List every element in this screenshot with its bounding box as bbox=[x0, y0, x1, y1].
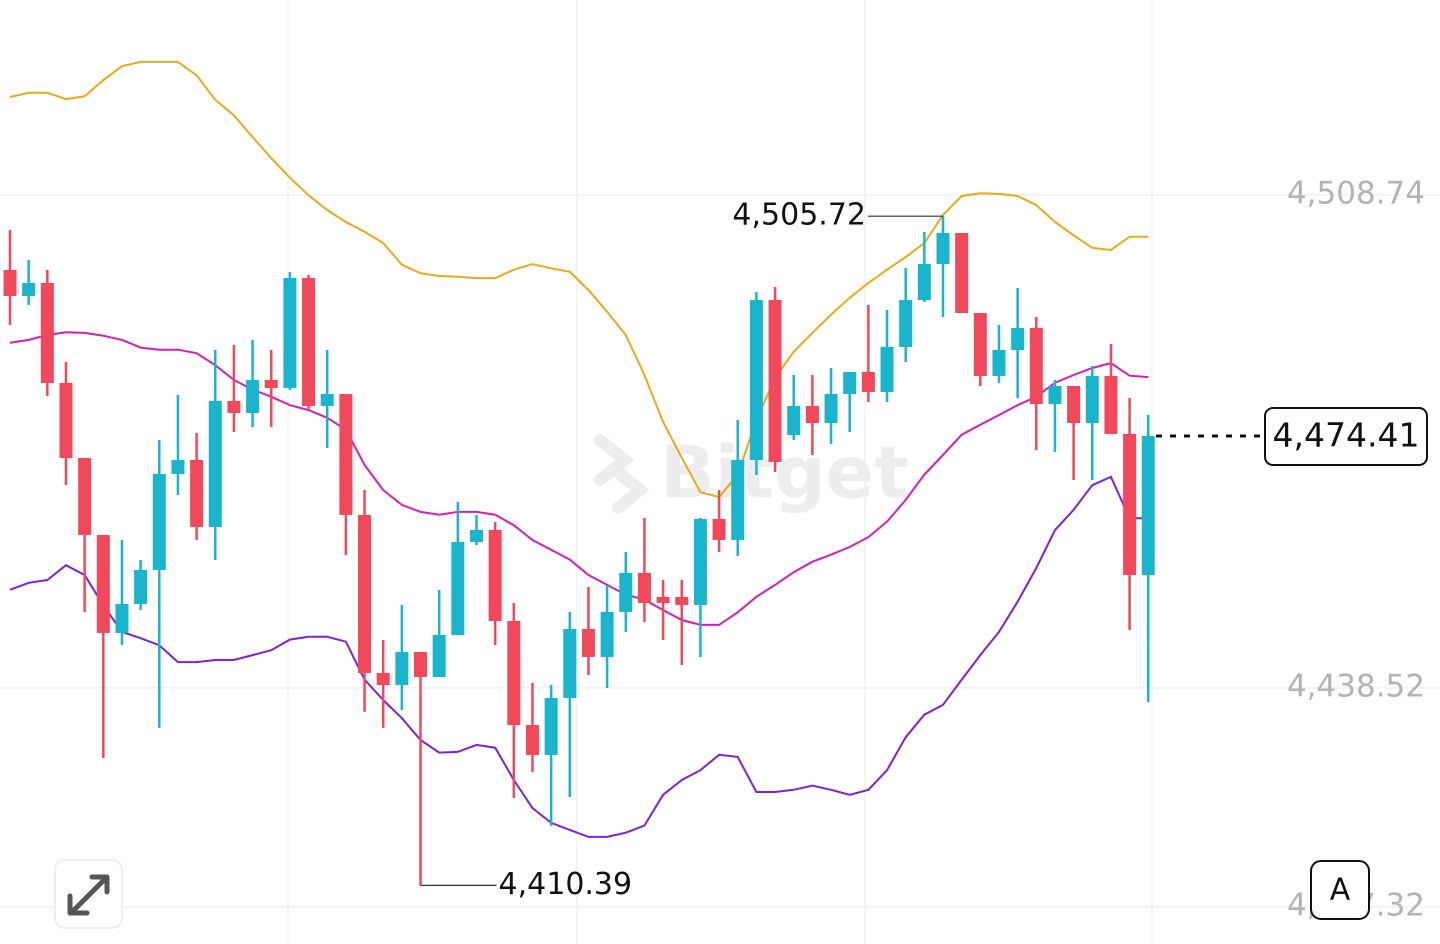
candle-body bbox=[40, 282, 54, 383]
candle-body bbox=[917, 264, 931, 301]
candle-body bbox=[488, 529, 502, 621]
annotation-label: 4,410.39 bbox=[499, 867, 633, 902]
candle-body bbox=[861, 371, 875, 392]
candle-body bbox=[171, 459, 185, 474]
candle-body bbox=[824, 394, 838, 424]
candle-body bbox=[768, 300, 782, 462]
candle-body bbox=[22, 282, 36, 297]
candle-body bbox=[283, 277, 297, 388]
candle-body bbox=[992, 349, 1006, 376]
scale-button[interactable]: A bbox=[1310, 860, 1370, 920]
annotations: 4,505.72 4,410.39 bbox=[420, 198, 943, 902]
candle-body bbox=[59, 382, 73, 458]
tick-labels: 4,508.744,438.524,407.32 bbox=[1287, 176, 1425, 924]
candle-body bbox=[899, 300, 913, 347]
candle-body bbox=[302, 277, 316, 406]
candle-body bbox=[1104, 375, 1118, 434]
bands bbox=[9, 60, 1149, 838]
candle-body bbox=[507, 620, 521, 725]
candle-body bbox=[1048, 386, 1062, 404]
scale-button-label[interactable]: A bbox=[1330, 873, 1351, 908]
watermark-group: Bitget bbox=[594, 431, 909, 515]
candle-body bbox=[637, 572, 651, 603]
candle-body bbox=[693, 518, 707, 605]
candle-body bbox=[78, 457, 92, 535]
candle-body bbox=[1141, 435, 1155, 575]
expand-icon bbox=[67, 874, 110, 916]
grid bbox=[0, 194, 1440, 908]
candle-body bbox=[805, 405, 819, 424]
candle-body bbox=[134, 569, 148, 604]
candle-body bbox=[470, 529, 483, 542]
candle-body bbox=[414, 651, 428, 677]
watermark-logo bbox=[594, 434, 650, 514]
candle-body bbox=[1011, 327, 1025, 350]
candle-body bbox=[731, 459, 745, 540]
candle-body bbox=[264, 379, 278, 388]
last-price-box bbox=[1264, 406, 1428, 466]
candle-body bbox=[451, 541, 465, 635]
band-line bbox=[9, 60, 1149, 499]
expand-button[interactable] bbox=[54, 859, 123, 929]
candle-body bbox=[432, 634, 446, 677]
candle-body bbox=[1085, 375, 1099, 424]
candle-body bbox=[843, 371, 857, 395]
band-line bbox=[9, 331, 1149, 626]
watermark: Bitget bbox=[660, 431, 909, 515]
candle-body bbox=[973, 313, 987, 376]
candle-body bbox=[1123, 433, 1137, 575]
candle-body bbox=[563, 628, 577, 698]
candle-body bbox=[749, 300, 763, 460]
candle-body bbox=[96, 534, 110, 633]
candle-body bbox=[115, 603, 129, 633]
candle-body bbox=[936, 232, 950, 265]
last-price-label: 4,474.41 bbox=[1273, 415, 1420, 454]
candle-body bbox=[619, 572, 633, 612]
band-line bbox=[9, 475, 1149, 838]
candle-body bbox=[880, 346, 894, 392]
candle-body bbox=[152, 473, 166, 570]
candle-body bbox=[320, 394, 334, 406]
candle-body bbox=[1067, 386, 1081, 424]
candle-body bbox=[339, 394, 353, 515]
candles bbox=[3, 216, 1155, 886]
candle-body bbox=[712, 518, 726, 540]
y-tick-label: 4,438.52 bbox=[1287, 668, 1425, 704]
candle-body bbox=[544, 697, 558, 755]
y-tick-label: 4,508.74 bbox=[1287, 176, 1425, 212]
candle-body bbox=[787, 405, 801, 436]
candle-body bbox=[190, 459, 204, 527]
candle-body bbox=[208, 400, 222, 527]
candle-body bbox=[581, 628, 595, 657]
candle-body bbox=[656, 596, 670, 603]
scale-button-bg[interactable] bbox=[1310, 860, 1370, 920]
candle-body bbox=[1029, 327, 1043, 404]
candle-body bbox=[3, 269, 17, 297]
candle-body bbox=[675, 596, 689, 605]
candle-body bbox=[358, 514, 372, 673]
last-price: 4,474.41 bbox=[1156, 406, 1428, 466]
candle-body bbox=[246, 379, 260, 413]
candle-body bbox=[227, 400, 241, 413]
candle-body bbox=[600, 611, 614, 657]
candle-body bbox=[525, 724, 539, 755]
candle-body bbox=[955, 232, 969, 314]
candle-body bbox=[395, 651, 409, 685]
candle-body bbox=[376, 672, 390, 685]
annotation-label: 4,505.72 bbox=[732, 198, 866, 233]
